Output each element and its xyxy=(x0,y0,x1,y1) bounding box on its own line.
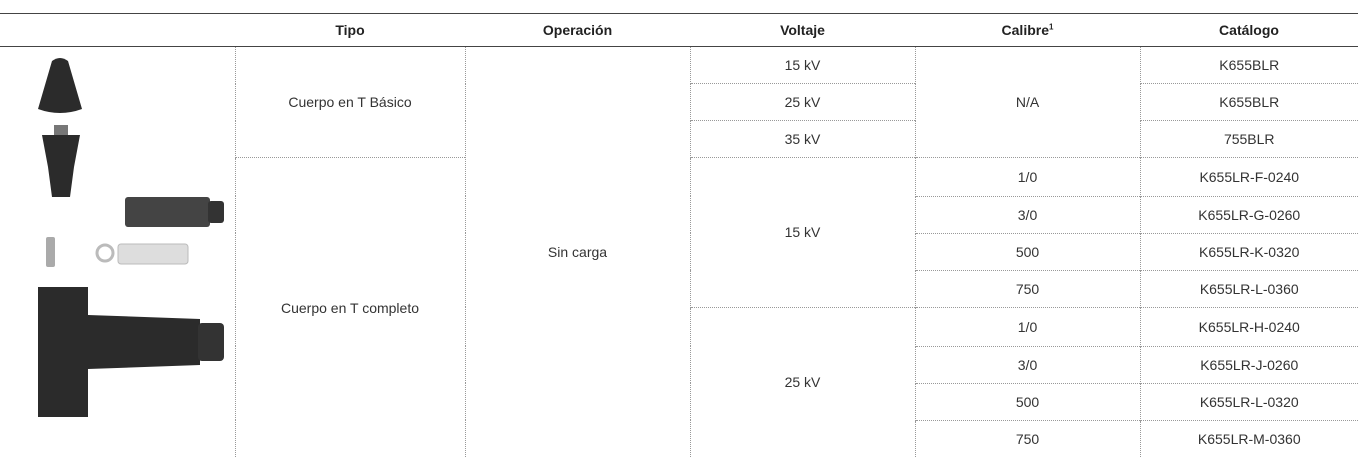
table-row: Cuerpo en T completo 15 kV 1/0 K655LR-F-024… xyxy=(0,157,1358,457)
tipo-cell: Cuerpo en T completo xyxy=(234,157,465,457)
tipo-cell: Cuerpo en T Básico xyxy=(234,46,465,158)
catalogo-cell: K655LR-K-0320 xyxy=(1139,232,1358,271)
image-cell xyxy=(0,47,235,458)
table-row: Cuerpo en T Básico Sin carga 15 kV N/A K655B… xyxy=(0,46,1358,457)
calibre-cell: 1/0 xyxy=(914,306,1140,346)
table-row: 35 kV 755BLR xyxy=(0,120,1358,158)
product-image xyxy=(38,58,224,417)
product-table: Tipo Operación Voltaje Calibre1 Catálogo… xyxy=(0,13,1358,457)
voltaje-cell: 35 kV xyxy=(689,120,915,158)
table-row: 500 K655LR-K-0320 xyxy=(0,232,1358,271)
voltaje-cell: 25 kV xyxy=(689,83,915,121)
voltaje-cell: 25 kV xyxy=(689,306,915,457)
page-body: Tipo Operación Voltaje Calibre1 Catálogo… xyxy=(0,13,1358,472)
table-row: 3/0 K655LR-G-0260 xyxy=(0,195,1358,234)
header-text: Calibre xyxy=(1001,22,1049,38)
calibre-cell: 3/0 xyxy=(914,195,1140,234)
calibre-cell: N/A xyxy=(914,46,1140,158)
header-cell: Operación xyxy=(465,13,690,47)
operacion-cell: Sin carga xyxy=(464,46,690,457)
header-cell: Tipo xyxy=(235,13,465,47)
table-row: 750 K655LR-L-0360 xyxy=(0,269,1358,308)
catalogo-cell: 755BLR xyxy=(1139,120,1358,158)
table-row: 750 K655LR-M-0360 xyxy=(0,419,1358,457)
table-body: Cuerpo en T Básico Sin carga 15 kV N/A K655B… xyxy=(0,46,1358,457)
table-row: 3/0 K655LR-J-0260 xyxy=(0,345,1358,383)
catalogo-cell: K655LR-L-0360 xyxy=(1139,269,1358,308)
header-cell: Voltaje xyxy=(690,13,915,47)
header-row: Tipo Operación Voltaje Calibre1 Catálogo xyxy=(0,13,1358,47)
table-row: 25 kV K655BLR xyxy=(0,83,1358,121)
voltaje-cell: 15 kV xyxy=(689,46,915,84)
catalogo-cell: K655LR-H-0240 xyxy=(1139,306,1358,346)
table-header: Tipo Operación Voltaje Calibre1 Catálogo xyxy=(0,13,1358,47)
header-cell: Catálogo xyxy=(1140,13,1358,47)
calibre-cell: 1/0 xyxy=(914,157,1140,197)
catalogo-cell: K655LR-G-0260 xyxy=(1139,195,1358,234)
catalogo-cell: K655LR-J-0260 xyxy=(1139,345,1358,383)
footnote-mark: 1 xyxy=(1049,22,1054,32)
calibre-cell: 500 xyxy=(914,232,1140,271)
calibre-cell: 750 xyxy=(914,269,1140,308)
catalogo-cell: K655LR-M-0360 xyxy=(1139,419,1358,457)
voltaje-cell: 15 kV xyxy=(689,157,915,308)
table-row: 500 K655LR-L-0320 xyxy=(0,382,1358,420)
calibre-cell: 3/0 xyxy=(914,345,1140,383)
table-row: 25 kV 1/0 K655LR-H-0240 xyxy=(0,306,1358,457)
catalogo-cell: K655LR-F-0240 xyxy=(1139,157,1358,197)
header-cell: Calibre1 xyxy=(915,13,1140,47)
header-cell-empty xyxy=(0,13,235,47)
catalogo-cell: K655BLR xyxy=(1139,83,1358,121)
calibre-cell: 750 xyxy=(914,419,1140,457)
catalogo-cell: K655LR-L-0320 xyxy=(1139,382,1358,420)
calibre-cell: 500 xyxy=(914,382,1140,420)
catalogo-cell: K655BLR xyxy=(1139,46,1358,84)
